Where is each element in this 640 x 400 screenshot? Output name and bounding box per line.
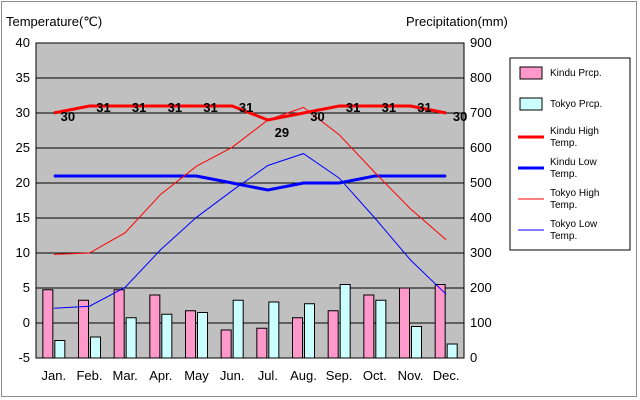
- precipitation-bar: [54, 340, 66, 359]
- precipitation-bar: [363, 294, 375, 359]
- precipitation-bar: [292, 317, 303, 359]
- y2-tick-label: 800: [470, 70, 492, 85]
- precipitation-bar: [185, 310, 196, 359]
- x-tick-label: Jul.: [258, 368, 278, 383]
- precipitation-bar: [232, 299, 244, 359]
- precipitation-bar: [113, 289, 125, 359]
- precipitation-bar: [256, 327, 268, 359]
- legend-label: Tokyo Low Temp.: [550, 219, 598, 242]
- x-tick-label: Jun.: [220, 368, 245, 383]
- y-tick-label: 40: [16, 35, 30, 50]
- legend-label: Kindu Low Temp.: [550, 157, 597, 180]
- precipitation-bar: [327, 310, 339, 359]
- y-tick-label: 35: [16, 70, 30, 85]
- precipitation-bar: [78, 299, 89, 359]
- legend: Kindu Prcp. Tokyo Prcp. Kindu High Temp. Kin…: [509, 57, 631, 251]
- data-label: 31: [132, 100, 146, 115]
- data-label: 31: [96, 100, 110, 115]
- plot-area: 4035302520151050-59008007006005004003002…: [16, 35, 492, 383]
- data-label: 29: [275, 125, 289, 140]
- x-tick-label: Dec.: [433, 368, 460, 383]
- data-label: 31: [239, 100, 253, 115]
- x-tick-label: Oct.: [363, 368, 387, 383]
- y2-tick-label: 100: [470, 315, 492, 330]
- y2-tick-label: 500: [470, 175, 492, 190]
- y-tick-label: 25: [16, 140, 30, 155]
- legend-label: Kindu High Temp.: [550, 126, 599, 149]
- precipitation-bar: [446, 343, 458, 359]
- legend-swatch: [519, 66, 543, 80]
- y-tick-label: -5: [18, 350, 30, 365]
- precipitation-bar: [304, 303, 315, 359]
- legend-label: Tokyo Prcp.: [550, 99, 602, 110]
- y-tick-label: 5: [23, 280, 30, 295]
- y2-tick-label: 400: [470, 210, 492, 225]
- y-tick-label: 0: [23, 315, 30, 330]
- y2-tick-label: 600: [470, 140, 492, 155]
- y-tick-label: 10: [16, 245, 30, 260]
- legend-swatch: [519, 97, 543, 111]
- precipitation-bar: [125, 317, 137, 359]
- x-tick-label: Sep.: [326, 368, 353, 383]
- y2-tick-label: 900: [470, 35, 492, 50]
- x-tick-label: Feb.: [76, 368, 102, 383]
- y-tick-label: 15: [16, 210, 30, 225]
- legend-box: [509, 57, 631, 251]
- x-tick-label: Apr.: [149, 368, 172, 383]
- x-tick-label: May: [184, 368, 209, 383]
- data-label: 31: [417, 100, 431, 115]
- y2-axis-title: Precipitation(mm): [406, 14, 508, 29]
- precipitation-bar: [375, 299, 387, 359]
- y2-tick-label: 300: [470, 245, 492, 260]
- precipitation-bar: [411, 326, 422, 359]
- data-label: 31: [203, 100, 217, 115]
- precipitation-bar: [399, 287, 410, 359]
- y2-tick-label: 200: [470, 280, 492, 295]
- precipitation-bar: [339, 284, 351, 359]
- precipitation-bar: [268, 301, 280, 359]
- precipitation-bar: [161, 313, 173, 359]
- x-tick-label: Aug.: [290, 368, 317, 383]
- temperature-line: [53, 153, 447, 309]
- data-label: 30: [453, 109, 467, 124]
- precipitation-bar: [149, 294, 161, 359]
- temperature-line: [53, 174, 447, 192]
- y2-tick-label: 0: [470, 350, 477, 365]
- precipitation-bar: [42, 289, 54, 359]
- data-label: 31: [382, 100, 396, 115]
- temperature-line: [53, 106, 447, 255]
- x-tick-label: Mar.: [113, 368, 138, 383]
- data-label: 31: [346, 100, 360, 115]
- legend-label: Tokyo High Temp.: [550, 188, 599, 211]
- data-label: 30: [310, 109, 324, 124]
- y-axis-title: Temperature(℃): [6, 14, 102, 29]
- data-label: 31: [168, 100, 182, 115]
- precipitation-bar: [90, 336, 101, 359]
- precipitation-bar: [197, 312, 208, 359]
- y2-tick-label: 700: [470, 105, 492, 120]
- x-tick-label: Jan.: [42, 368, 67, 383]
- y-tick-label: 30: [16, 105, 30, 120]
- data-label: 30: [61, 109, 75, 124]
- legend-label: Kindu Prcp.: [550, 68, 602, 79]
- precipitation-bar: [220, 329, 232, 359]
- temperature-line: [53, 104, 447, 122]
- x-tick-label: Nov.: [398, 368, 424, 383]
- y-tick-label: 20: [16, 175, 30, 190]
- precipitation-bar: [434, 284, 446, 359]
